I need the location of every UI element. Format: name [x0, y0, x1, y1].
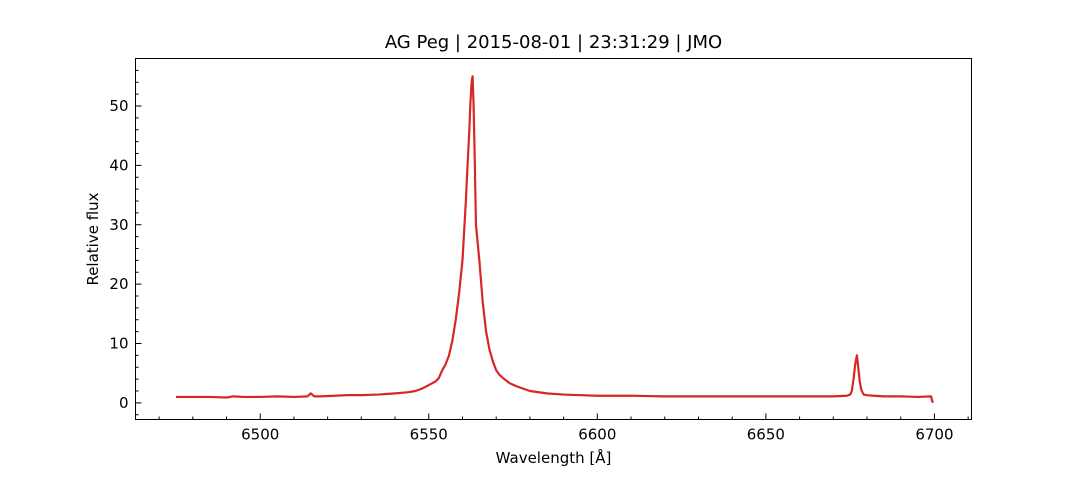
y-tick-label: 20 [109, 275, 128, 293]
x-tick-label: 6550 [410, 426, 448, 444]
x-axis-label: Wavelength [Å] [496, 448, 612, 467]
x-tick-label: 6500 [241, 426, 279, 444]
x-tick-label: 6600 [578, 426, 616, 444]
y-tick-label: 10 [109, 335, 128, 353]
series-layer [175, 75, 934, 404]
y-tick-label: 30 [109, 216, 128, 234]
y-axis-label: Relative flux [84, 192, 102, 285]
plot-area: 6500 6550 6600 6650 6700 0 10 20 30 40 50 [109, 58, 972, 444]
y-tick-label: 0 [119, 394, 129, 412]
chart-title: AG Peg | 2015-08-01 | 23:31:29 | JMO [385, 32, 722, 53]
plot-frame [135, 58, 972, 420]
x-tick-label: 6700 [915, 426, 953, 444]
y-tick-label: 50 [109, 97, 128, 115]
x-tick-label: 6650 [747, 426, 785, 444]
y-tick-label: 40 [109, 156, 128, 174]
y-axis-ticks: 0 10 20 30 40 50 [109, 58, 142, 416]
x-axis-ticks: 6500 6550 6600 6650 6700 [158, 413, 969, 444]
spectrum-line [175, 75, 934, 404]
